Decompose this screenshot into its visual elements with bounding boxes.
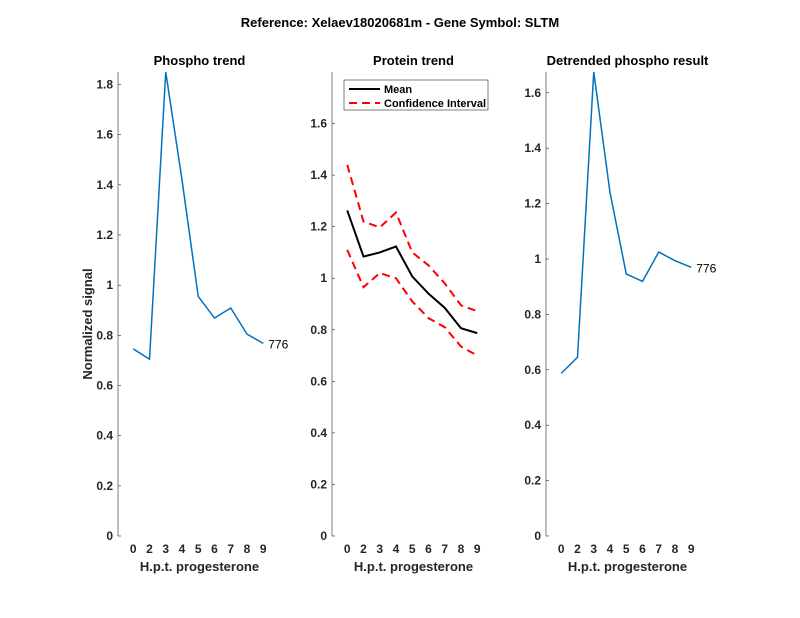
x-tick-label: 8 xyxy=(672,542,679,556)
x-tick-label: 7 xyxy=(441,542,448,556)
x-tick-label: 8 xyxy=(244,542,251,556)
x-tick-label: 6 xyxy=(425,542,432,556)
x-tick-label: 0 xyxy=(130,542,137,556)
x-tick-label: 4 xyxy=(179,542,186,556)
legend-label: Mean xyxy=(384,84,412,96)
y-tick-label: 0.6 xyxy=(524,363,541,377)
subplot-title: Phospho trend xyxy=(154,53,246,68)
line-annotation: 776 xyxy=(268,337,288,351)
x-tick-label: 7 xyxy=(227,542,234,556)
subplot-3: Detrended phospho result 0 0.2 0.4 0.6 0.8 1 1.… xyxy=(524,53,716,574)
x-tick-label: 0 xyxy=(558,542,565,556)
y-tick-label: 1.4 xyxy=(96,178,113,192)
legend-label: Confidence Interval xyxy=(384,98,486,110)
y-tick-label: 1.6 xyxy=(96,128,113,142)
y-tick-label: 0.8 xyxy=(310,323,327,337)
x-tick-label: 3 xyxy=(590,542,597,556)
series-line-confidence-interval xyxy=(346,249,478,357)
y-tick-label: 1 xyxy=(534,252,541,266)
figure-title: Reference: Xelaev18020681m - Gene Symbol… xyxy=(241,15,559,30)
y-tick-label: 0.8 xyxy=(524,307,541,321)
y-tick-label: 0.2 xyxy=(524,474,541,488)
y-tick-label: 1.2 xyxy=(96,228,113,242)
series-line-detrended xyxy=(560,71,692,374)
y-tick-label: 0.8 xyxy=(96,328,113,342)
x-tick-label: 6 xyxy=(639,542,646,556)
x-tick-label: 2 xyxy=(574,542,581,556)
y-tick-label: 0.4 xyxy=(96,429,113,443)
x-tick-label: 2 xyxy=(146,542,153,556)
y-tick-label: 1 xyxy=(106,278,113,292)
y-tick-label: 0.6 xyxy=(310,374,327,388)
y-tick-label: 1.2 xyxy=(524,197,541,211)
x-tick-label: 9 xyxy=(260,542,267,556)
x-tick-label: 5 xyxy=(195,542,202,556)
y-tick-label: 0 xyxy=(534,529,541,543)
x-axis-label: H.p.t. progesterone xyxy=(354,559,473,574)
x-tick-label: 4 xyxy=(393,542,400,556)
y-tick-label: 0.2 xyxy=(310,477,327,491)
x-tick-label: 9 xyxy=(688,542,695,556)
x-tick-label: 5 xyxy=(409,542,416,556)
x-tick-label: 5 xyxy=(623,542,630,556)
x-tick-label: 4 xyxy=(607,542,614,556)
legend: Mean Confidence Interval xyxy=(343,79,489,111)
y-tick-label: 0.4 xyxy=(310,426,327,440)
y-tick-label: 1.2 xyxy=(310,220,327,234)
line-annotation: 776 xyxy=(696,261,716,275)
subplot-title: Detrended phospho result xyxy=(547,53,709,68)
x-tick-label: 8 xyxy=(458,542,465,556)
x-tick-label: 9 xyxy=(474,542,481,556)
x-tick-label: 7 xyxy=(655,542,662,556)
y-axis-label: Normalized signal xyxy=(80,268,95,379)
series-line-phospho xyxy=(132,71,264,361)
y-tick-label: 1 xyxy=(320,271,327,285)
y-tick-label: 1.6 xyxy=(310,117,327,131)
y-tick-label: 0.2 xyxy=(96,479,113,493)
x-tick-label: 6 xyxy=(211,542,218,556)
x-axis-label: H.p.t. progesterone xyxy=(140,559,259,574)
subplot-1: Phospho trend 0 0.2 0.4 0.6 0.8 1 1.2 1.4 1.6 1.8 0… xyxy=(80,53,289,574)
x-tick-label: 3 xyxy=(376,542,383,556)
y-tick-label: 0 xyxy=(106,529,113,543)
x-tick-label: 0 xyxy=(344,542,351,556)
x-tick-label: 2 xyxy=(360,542,367,556)
y-tick-label: 1.4 xyxy=(310,168,327,182)
y-tick-label: 1.4 xyxy=(524,141,541,155)
series-line-confidence-interval xyxy=(346,164,478,313)
y-tick-label: 0 xyxy=(320,529,327,543)
series-line-mean xyxy=(346,210,478,335)
x-axis-label: H.p.t. progesterone xyxy=(568,559,687,574)
y-tick-label: 1.6 xyxy=(524,86,541,100)
y-tick-label: 0.6 xyxy=(96,379,113,393)
subplot-title: Protein trend xyxy=(373,53,454,68)
y-tick-label: 0.4 xyxy=(524,418,541,432)
x-tick-label: 3 xyxy=(162,542,169,556)
y-tick-label: 1.8 xyxy=(96,78,113,92)
